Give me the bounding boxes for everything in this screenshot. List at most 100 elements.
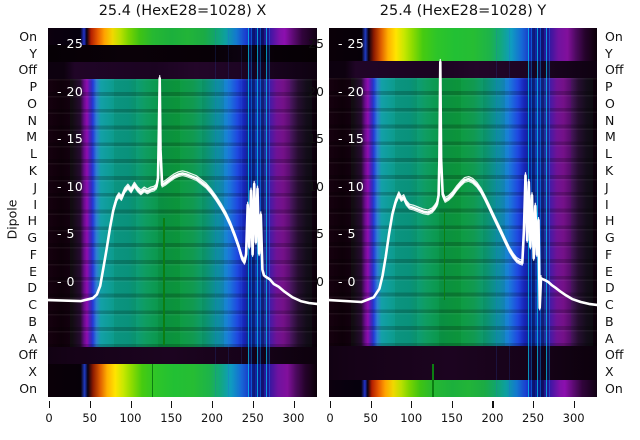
x-tick-label: 0	[326, 411, 334, 425]
heatmap-rows-off-x-bottom	[329, 346, 597, 380]
x-tick-mark	[451, 401, 453, 408]
heatmap-band-on-top	[48, 28, 317, 45]
row-label: M	[605, 129, 616, 145]
row-label: E	[605, 263, 613, 279]
heatmap-row-off-top	[329, 61, 597, 78]
inner-tick-label: - 0	[338, 274, 356, 289]
row-label: Off	[18, 62, 37, 78]
x-tick-mark	[130, 401, 132, 408]
x-tick-mark	[293, 401, 295, 408]
x-tick-label: 150	[160, 411, 183, 425]
panel-title-y: 25.4 (HexE28=1028) Y	[379, 3, 547, 19]
row-label: P	[29, 79, 37, 95]
heatmap-row-y	[48, 45, 317, 62]
row-label: A	[28, 330, 37, 346]
row-label: C	[28, 297, 37, 313]
row-label: M	[26, 129, 37, 145]
x-tick-label: 50	[82, 411, 98, 425]
heatmap-main-block	[329, 78, 597, 346]
gap-tick-label: 25	[308, 36, 324, 51]
row-label: G	[27, 230, 37, 246]
inner-tick-label: - 10	[338, 178, 365, 194]
row-label: On	[19, 380, 37, 396]
row-label: J	[605, 179, 609, 195]
x-tick-mark	[330, 401, 332, 408]
row-label: Y	[605, 45, 613, 61]
inner-tick-label: - 5	[57, 226, 75, 242]
x-tick-mark	[89, 401, 91, 408]
row-labels-right: On Y Off P O N M L K J I H G F E D C B A Off X On	[603, 28, 639, 397]
row-label: On	[19, 28, 37, 44]
row-label: B	[605, 313, 614, 329]
row-label: F	[29, 246, 37, 262]
row-label: G	[605, 230, 615, 246]
row-label: E	[29, 263, 37, 279]
x-tick-label: 250	[522, 411, 544, 425]
heatmap-row-off-top	[48, 62, 317, 79]
x-tick-label: 250	[241, 411, 264, 425]
row-label: B	[28, 313, 37, 329]
x-tick-mark	[252, 401, 254, 408]
panel-title-x: 25.4 (HexE28=1028) X	[98, 3, 267, 19]
row-label: On	[605, 380, 623, 396]
row-label: Off	[18, 347, 37, 363]
row-label: N	[605, 112, 615, 128]
heatmap-band-on-top	[329, 28, 597, 61]
inner-tick-label: - 0	[57, 274, 75, 289]
row-label: H	[27, 213, 37, 229]
row-label: N	[27, 112, 37, 128]
x-tick-label: 150	[440, 411, 463, 425]
x-tick-mark	[370, 401, 372, 408]
row-label: H	[605, 213, 615, 229]
row-label: X	[28, 364, 37, 380]
x-tick-label: 50	[363, 411, 378, 425]
inner-tick-label: - 10	[57, 178, 84, 194]
row-label: Off	[605, 347, 624, 363]
row-label: On	[605, 28, 623, 44]
x-tick-mark	[49, 401, 51, 408]
inner-tick-label: - 25	[57, 36, 84, 51]
x-axis-left: 0 50 100 150 200 250 300	[45, 399, 317, 439]
inner-tick-label: - 15	[338, 131, 365, 147]
row-labels-left: On Y Off P O N M L K J I H G F E D C B A Off X On	[0, 28, 42, 397]
row-label: X	[605, 364, 614, 380]
row-label: O	[27, 95, 37, 111]
heatmap-y	[329, 28, 597, 397]
row-label: J	[33, 179, 37, 195]
x-tick-label: 100	[400, 411, 423, 425]
row-label: P	[605, 79, 613, 95]
heatmap-main-block	[48, 79, 317, 347]
row-label: D	[27, 280, 37, 296]
gap-tick-label: 15	[308, 131, 324, 147]
x-tick-mark	[573, 401, 575, 408]
gap-tick-label: 0	[316, 274, 324, 289]
row-label: Off	[605, 62, 624, 78]
row-label: Y	[29, 45, 37, 61]
inner-tick-label: - 20	[338, 83, 365, 99]
x-tick-label: 200	[201, 411, 223, 425]
row-label: L	[605, 146, 612, 162]
row-label: O	[605, 95, 615, 111]
heatmap-panel-x: - 25 - 20 - 15 - 10 - 5 - 0	[48, 28, 317, 397]
x-tick-label: 200	[481, 411, 504, 425]
gap-tick-label: 5	[316, 226, 324, 242]
row-label: D	[605, 280, 615, 296]
x-tick-mark	[212, 401, 214, 408]
x-tick-label: 300	[562, 411, 585, 425]
row-label: I	[605, 196, 609, 212]
inner-tick-label: - 15	[57, 131, 84, 147]
x-tick-mark	[411, 401, 413, 408]
gap-tick-label: 10	[308, 178, 324, 194]
row-label: K	[28, 163, 37, 178]
x-tick-mark	[492, 401, 494, 408]
inner-tick-label: - 20	[57, 83, 84, 99]
heatmap-band-on-bottom	[48, 364, 317, 397]
x-tick-label: 300	[282, 411, 305, 425]
inner-tick-label: - 5	[338, 226, 356, 242]
row-label: A	[605, 330, 614, 346]
x-tick-label: 100	[119, 411, 142, 425]
inner-tick-label: - 25	[338, 36, 365, 51]
row-label: L	[30, 146, 37, 162]
heatmap-x	[48, 28, 317, 397]
